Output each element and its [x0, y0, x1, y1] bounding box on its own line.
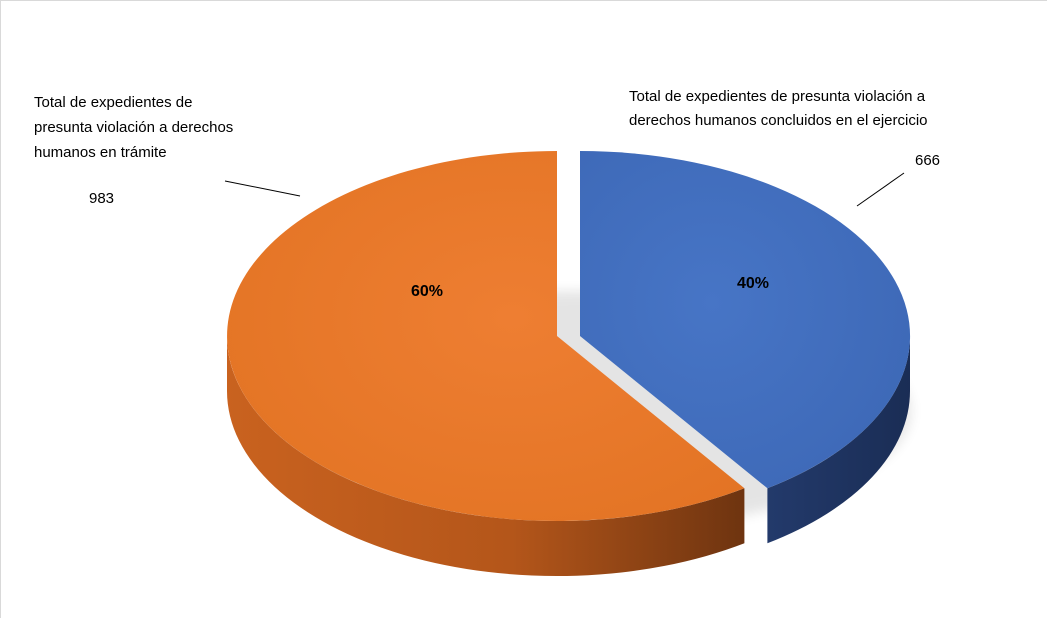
data-label-en-tramite: Total de expedientes de presunta violaci… — [34, 94, 233, 207]
data-label-en-tramite-line2: presunta violación a derechos — [34, 119, 233, 136]
data-label-concluidos-line2: derechos humanos concluidos en el ejerci… — [629, 112, 928, 129]
data-label-en-tramite-value: 983 — [89, 190, 114, 207]
leader-line-en-tramite — [224, 180, 301, 197]
slice-en-tramite[interactable] — [227, 151, 745, 577]
slice-en-tramite-percent: 60% — [411, 283, 443, 300]
data-label-en-tramite-line3: humanos en trámite — [34, 144, 167, 161]
slice-concluidos-side — [767, 336, 910, 544]
slice-en-tramite-top — [227, 151, 745, 521]
data-label-concluidos-line1: Total de expedientes de presunta violaci… — [629, 88, 926, 105]
slice-concluidos-top — [580, 150, 911, 489]
slice-concluidos-percent: 40% — [737, 275, 769, 292]
data-label-en-tramite-line1: Total de expedientes de — [34, 94, 192, 111]
slice-en-tramite-side — [227, 336, 745, 577]
slice-concluidos[interactable] — [580, 150, 911, 576]
data-label-concluidos-value: 666 — [915, 152, 940, 169]
data-label-concluidos: Total de expedientes de presunta violaci… — [629, 88, 940, 169]
leader-line-concluidos — [856, 172, 905, 207]
